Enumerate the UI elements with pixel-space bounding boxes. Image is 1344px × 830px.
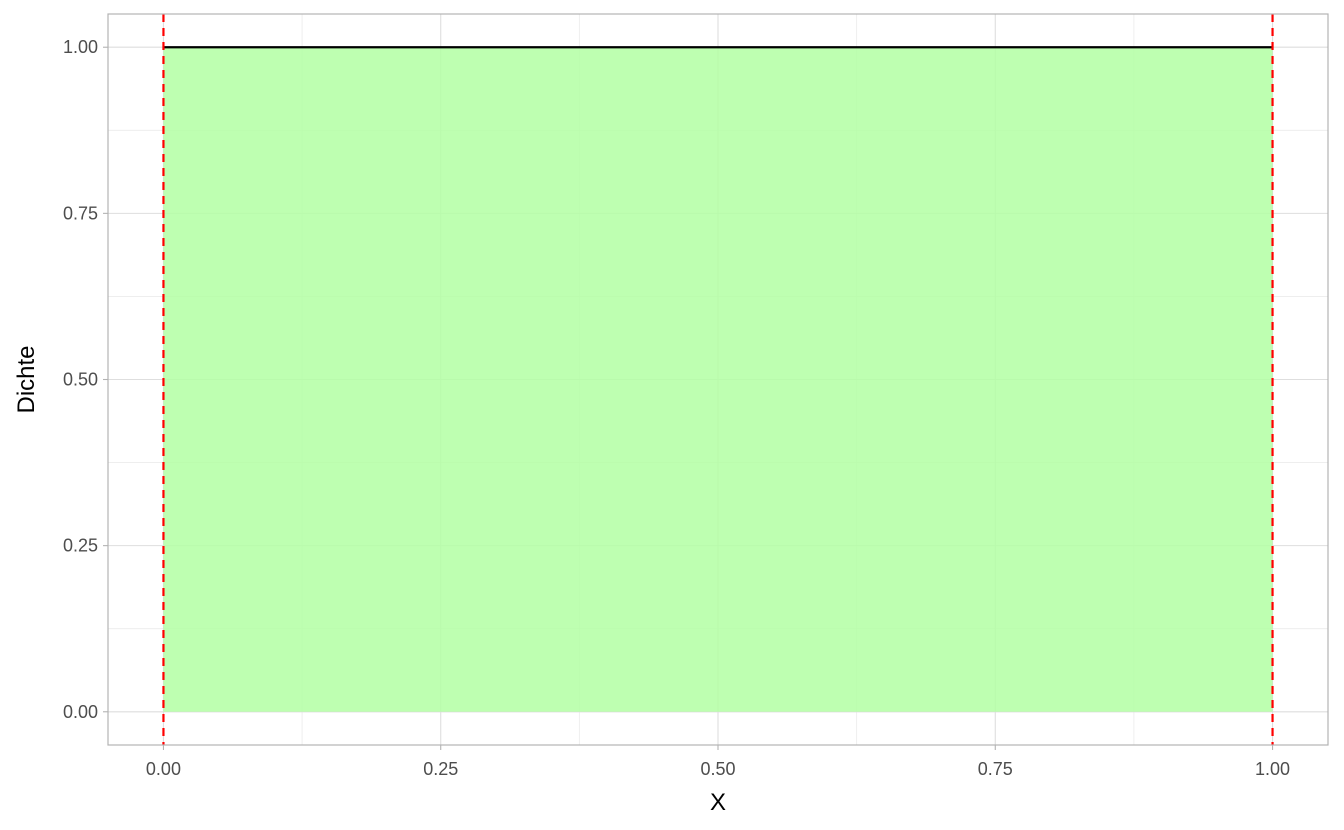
y-tick-label: 0.25 [63,536,98,556]
x-tick-label: 1.00 [1255,759,1290,779]
y-tick-label: 0.50 [63,370,98,390]
x-axis-ticks: 0.00 0.25 0.50 0.75 1.00 [146,745,1290,779]
x-axis-title: X [710,789,726,816]
x-tick-label: 0.50 [700,759,735,779]
x-tick-label: 0.25 [423,759,458,779]
x-tick-label: 0.75 [978,759,1013,779]
y-axis-ticks: 0.00 0.25 0.50 0.75 1.00 [63,37,108,722]
y-tick-label: 1.00 [63,37,98,57]
y-tick-label: 0.75 [63,203,98,223]
area-layer [163,47,1273,712]
y-tick-label: 0.00 [63,702,98,722]
y-axis-title: Dichte [13,345,40,413]
x-tick-label: 0.00 [146,759,181,779]
vline-layer [162,14,1274,745]
density-area [163,47,1273,712]
